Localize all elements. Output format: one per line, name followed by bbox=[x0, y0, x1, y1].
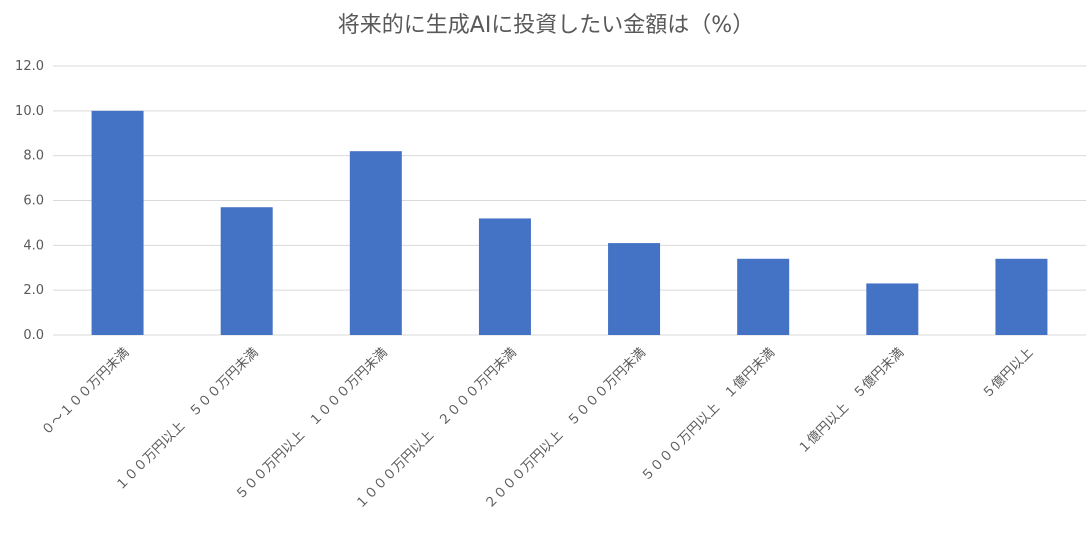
x-category-label: １０００万円以上 ２０００万円未満 bbox=[353, 345, 520, 512]
bar bbox=[91, 110, 144, 335]
bar bbox=[220, 207, 273, 335]
x-category-label: ５０００万円以上 １億円未満 bbox=[638, 345, 778, 485]
x-category-label: １００万円以上 ５００万円未満 bbox=[113, 345, 262, 494]
y-tick-label: 12.0 bbox=[15, 59, 44, 74]
x-category-label: １億円以上 ５億円未満 bbox=[795, 345, 907, 457]
x-category-label: ５億円以上 bbox=[979, 345, 1036, 402]
bar bbox=[737, 258, 790, 335]
bar bbox=[995, 258, 1048, 335]
bar bbox=[478, 218, 531, 335]
x-category-label: ０～１００万円未満 bbox=[39, 345, 132, 438]
y-tick-label: 8.0 bbox=[23, 149, 44, 164]
gridlines bbox=[53, 65, 1086, 336]
y-tick-label: 4.0 bbox=[23, 238, 44, 253]
y-tick-label: 6.0 bbox=[23, 194, 44, 209]
chart-title: 将来的に生成AIに投資したい金額は（%） bbox=[338, 13, 754, 38]
y-tick-label: 0.0 bbox=[23, 328, 44, 343]
bar bbox=[349, 151, 402, 335]
bar bbox=[866, 283, 919, 335]
y-tick-label: 2.0 bbox=[23, 283, 44, 298]
bar bbox=[608, 243, 661, 335]
y-tick-label: 10.0 bbox=[15, 104, 44, 119]
y-axis-ticks: 0.0 2.0 4.0 6.0 8.0 10.0 12.0 bbox=[15, 59, 44, 343]
bars bbox=[91, 110, 1048, 335]
x-category-label: ２０００万円以上 ５０００万円未満 bbox=[482, 345, 649, 512]
x-category-label: ５００万円以上 １０００万円未満 bbox=[233, 345, 391, 503]
